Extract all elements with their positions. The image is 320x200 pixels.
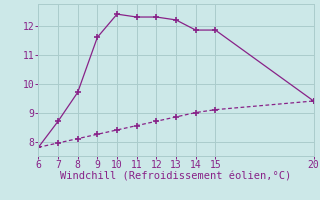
X-axis label: Windchill (Refroidissement éolien,°C): Windchill (Refroidissement éolien,°C)	[60, 172, 292, 182]
